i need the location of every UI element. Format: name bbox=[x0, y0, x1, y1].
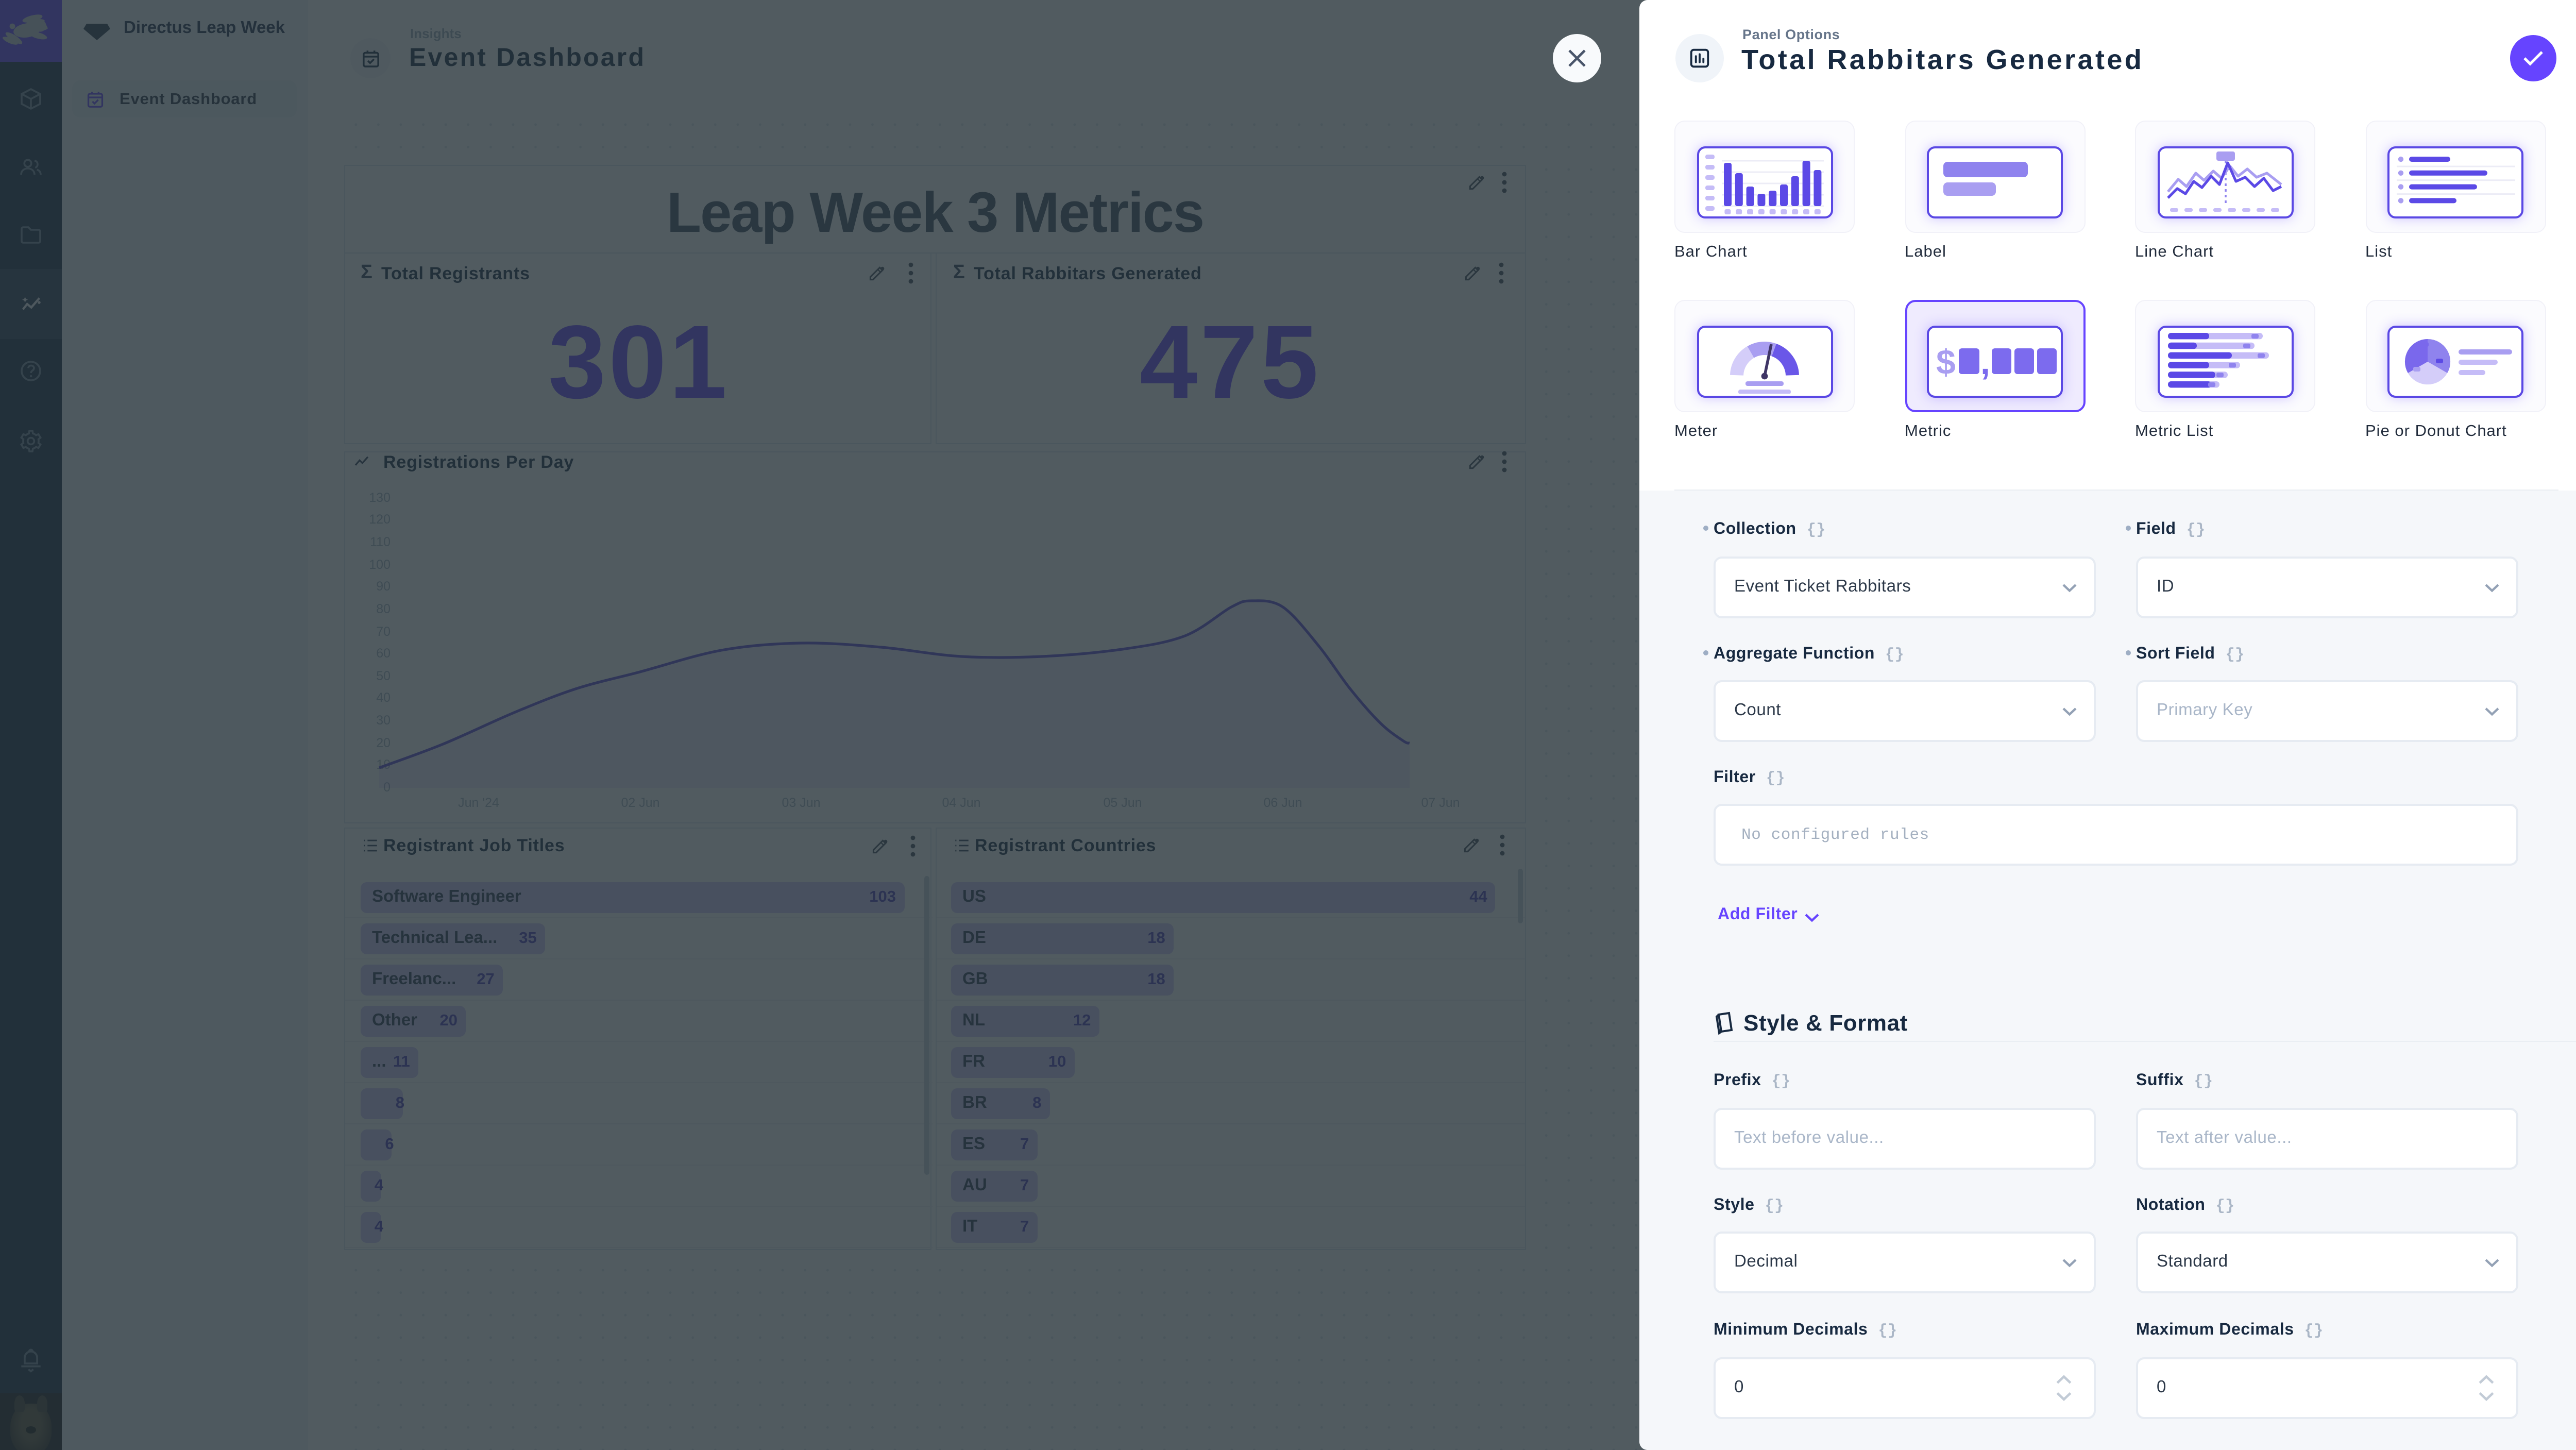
svg-text:$: $ bbox=[1936, 342, 1955, 381]
svg-text:,: , bbox=[1980, 342, 1990, 381]
